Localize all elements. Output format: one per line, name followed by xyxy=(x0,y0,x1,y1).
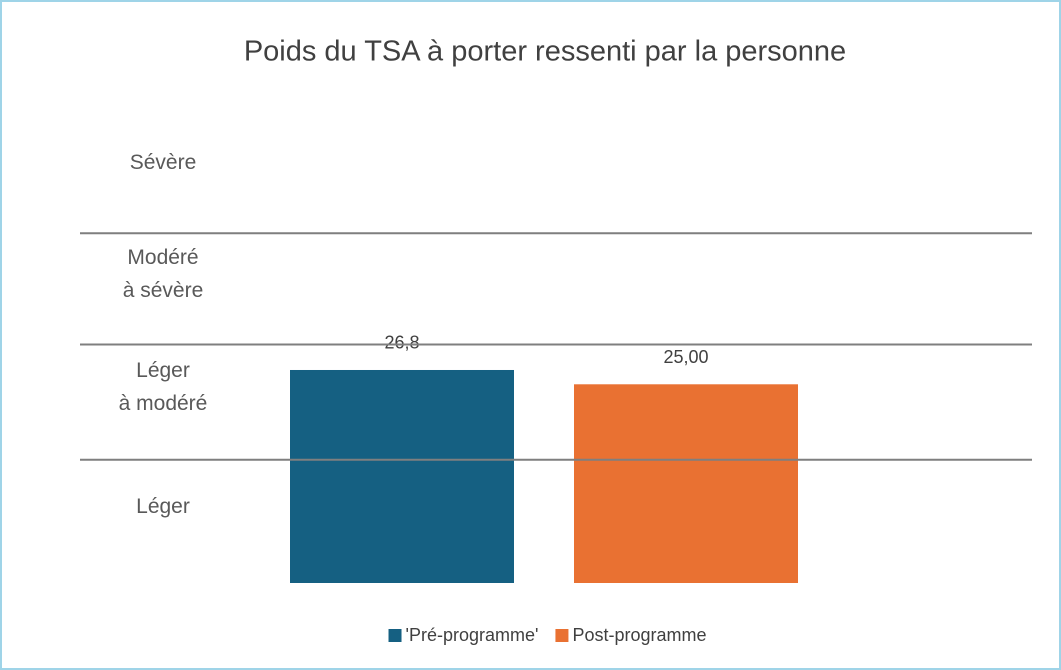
chart-title: Poids du TSA à porter ressenti par la pe… xyxy=(244,36,846,68)
data-label: 25,00 xyxy=(663,347,708,367)
band-label: Modéré xyxy=(127,246,198,269)
data-label: 26,8 xyxy=(384,333,419,353)
band-label: à modéré xyxy=(119,392,208,415)
bar xyxy=(290,369,514,583)
band-label: Léger xyxy=(136,495,190,518)
legend-label: Post-programme xyxy=(572,625,706,645)
bar xyxy=(574,384,798,583)
band-label: Léger xyxy=(136,359,190,382)
band-label: à sévère xyxy=(123,279,204,302)
legend-swatch xyxy=(388,629,402,642)
band-label: Sévère xyxy=(130,151,197,174)
legend-swatch xyxy=(555,629,569,642)
legend-label: 'Pré-programme' xyxy=(406,625,539,645)
